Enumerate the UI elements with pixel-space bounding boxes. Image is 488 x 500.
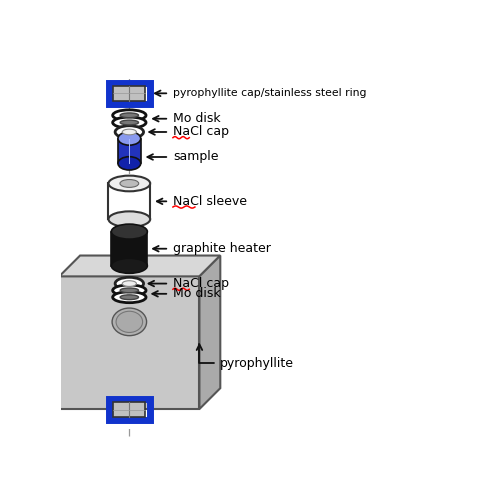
Ellipse shape xyxy=(118,132,141,145)
Text: Mo disk: Mo disk xyxy=(173,112,220,125)
Ellipse shape xyxy=(108,176,150,192)
Ellipse shape xyxy=(112,308,146,336)
Ellipse shape xyxy=(112,117,146,128)
Bar xyxy=(108,184,150,219)
Text: pyrophyllite cap/stainless steel ring: pyrophyllite cap/stainless steel ring xyxy=(173,88,366,99)
Ellipse shape xyxy=(116,311,142,332)
Polygon shape xyxy=(199,256,220,409)
Text: Mo disk: Mo disk xyxy=(173,288,220,300)
Ellipse shape xyxy=(120,120,138,125)
Ellipse shape xyxy=(111,224,147,239)
Ellipse shape xyxy=(120,180,139,188)
Ellipse shape xyxy=(120,288,138,293)
Text: graphite heater: graphite heater xyxy=(173,242,270,255)
FancyBboxPatch shape xyxy=(113,86,145,101)
Polygon shape xyxy=(59,256,220,276)
Bar xyxy=(111,232,147,266)
Ellipse shape xyxy=(120,113,138,117)
Ellipse shape xyxy=(122,280,136,286)
Text: NaCl sleeve: NaCl sleeve xyxy=(173,195,246,208)
Ellipse shape xyxy=(112,110,146,121)
Ellipse shape xyxy=(111,258,147,274)
Bar xyxy=(59,276,199,409)
Ellipse shape xyxy=(108,212,150,227)
Ellipse shape xyxy=(115,278,143,290)
Ellipse shape xyxy=(112,292,146,302)
Ellipse shape xyxy=(115,126,143,138)
Ellipse shape xyxy=(118,156,141,170)
Ellipse shape xyxy=(120,295,138,300)
Ellipse shape xyxy=(112,285,146,296)
Text: sample: sample xyxy=(173,150,218,164)
Text: NaCl cap: NaCl cap xyxy=(173,126,228,138)
Bar xyxy=(118,138,141,164)
FancyBboxPatch shape xyxy=(113,402,145,417)
Text: NaCl cap: NaCl cap xyxy=(173,277,228,290)
Text: pyrophyllite: pyrophyllite xyxy=(220,356,294,370)
Ellipse shape xyxy=(122,129,136,135)
